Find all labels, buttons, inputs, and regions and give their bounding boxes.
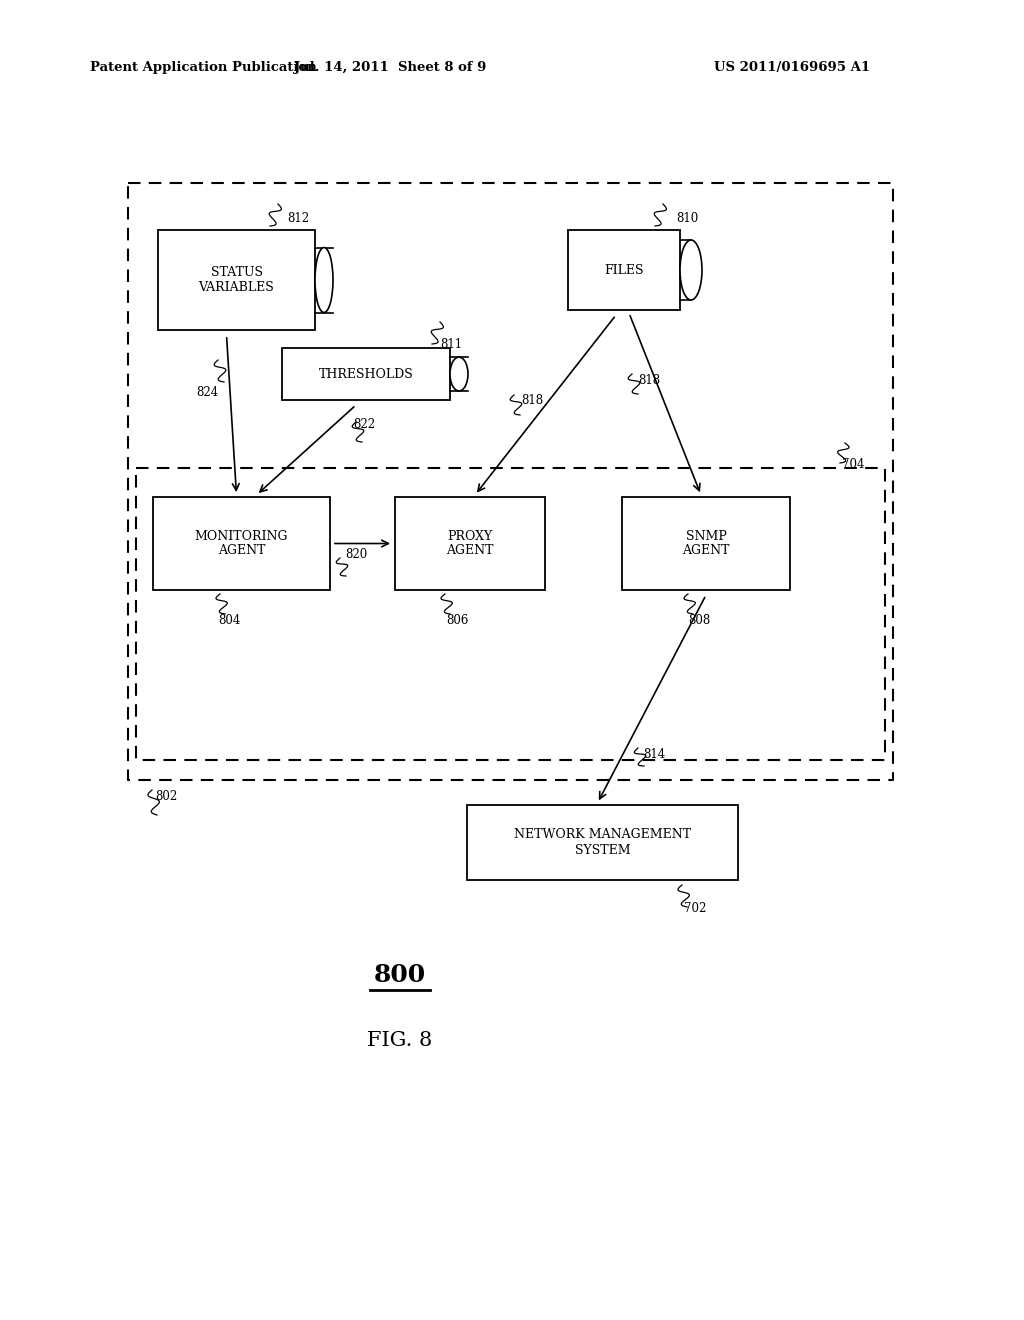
Text: THRESHOLDS: THRESHOLDS — [318, 367, 414, 380]
Text: 822: 822 — [353, 418, 375, 432]
Text: 702: 702 — [684, 902, 707, 915]
Text: 818: 818 — [521, 393, 543, 407]
Bar — [467, 805, 738, 880]
Ellipse shape — [315, 248, 333, 313]
Text: 810: 810 — [676, 211, 698, 224]
Text: 824: 824 — [196, 385, 218, 399]
Text: 704: 704 — [842, 458, 864, 471]
Text: Patent Application Publication: Patent Application Publication — [90, 62, 316, 74]
Text: FIG. 8: FIG. 8 — [368, 1031, 432, 1049]
Bar — [282, 348, 450, 400]
Text: 814: 814 — [643, 748, 666, 762]
Text: 818: 818 — [638, 374, 660, 387]
Text: 820: 820 — [345, 549, 368, 561]
Text: FILES: FILES — [604, 264, 644, 276]
Text: STATUS
VARIABLES: STATUS VARIABLES — [199, 267, 274, 294]
Ellipse shape — [680, 240, 702, 300]
Text: 800: 800 — [374, 964, 426, 987]
Bar — [395, 498, 545, 590]
Text: 808: 808 — [688, 614, 711, 627]
Bar — [568, 230, 680, 310]
Text: PROXY
AGENT: PROXY AGENT — [446, 529, 494, 557]
Text: US 2011/0169695 A1: US 2011/0169695 A1 — [714, 62, 870, 74]
Bar — [153, 498, 330, 590]
Bar — [622, 498, 790, 590]
Ellipse shape — [680, 240, 702, 300]
Text: NETWORK MANAGEMENT
SYSTEM: NETWORK MANAGEMENT SYSTEM — [514, 829, 691, 857]
Text: 812: 812 — [287, 211, 309, 224]
Text: MONITORING
AGENT: MONITORING AGENT — [195, 529, 288, 557]
Ellipse shape — [450, 358, 468, 391]
Text: 804: 804 — [218, 614, 241, 627]
Text: 811: 811 — [440, 338, 462, 351]
Bar — [158, 230, 315, 330]
Text: 802: 802 — [155, 791, 177, 804]
Text: Jul. 14, 2011  Sheet 8 of 9: Jul. 14, 2011 Sheet 8 of 9 — [294, 62, 486, 74]
Text: SNMP
AGENT: SNMP AGENT — [682, 529, 730, 557]
Ellipse shape — [450, 358, 468, 391]
Ellipse shape — [315, 248, 333, 313]
Text: 806: 806 — [446, 614, 468, 627]
